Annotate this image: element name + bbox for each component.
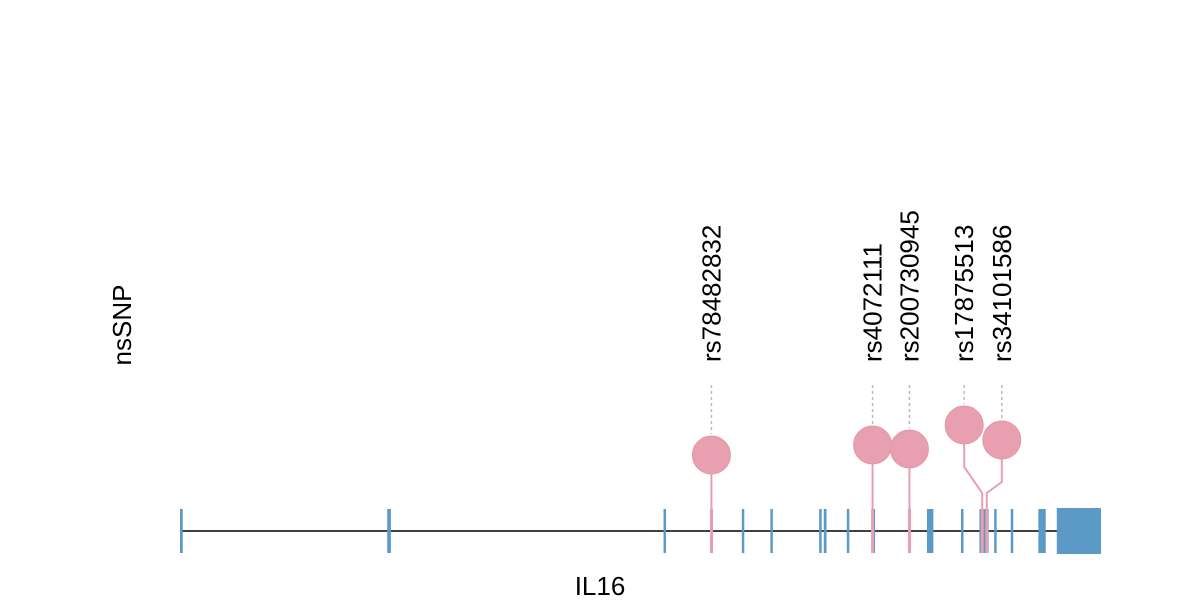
snp-head	[982, 420, 1022, 460]
exon-2	[387, 509, 391, 553]
snp-exon-mark	[980, 509, 984, 553]
exon-1	[180, 509, 183, 553]
snp-stem	[963, 444, 984, 509]
snp-head	[853, 425, 893, 465]
snp-exon-mark	[871, 509, 875, 553]
exon-5	[741, 509, 745, 553]
snp-rs200730945: rs200730945	[889, 210, 929, 553]
snp-label: rs78482832	[696, 225, 726, 362]
snp-head	[944, 405, 984, 445]
snp-rs17875513: rs17875513	[944, 225, 984, 553]
snp-head	[691, 435, 731, 475]
snp-track: rs78482832 rs4072111 rs200730945 rs17875513…	[691, 210, 1022, 553]
snp-rs78482832: rs78482832	[691, 225, 731, 553]
exon-16	[1010, 509, 1014, 553]
exon-17	[1038, 509, 1046, 553]
snp-label: rs17875513	[949, 225, 979, 362]
gene-label: IL16	[575, 571, 626, 600]
snp-stem	[985, 459, 1003, 509]
exon-15	[994, 509, 997, 553]
exon-13	[961, 509, 964, 553]
exon-18	[1056, 508, 1101, 554]
track-label: nsSNP	[107, 285, 137, 366]
snp-label: rs200730945	[894, 210, 924, 362]
snp-label: rs4072111	[858, 243, 888, 362]
exon-6	[770, 509, 773, 553]
snp-exon-mark	[709, 509, 713, 553]
exon-7	[819, 509, 822, 553]
exon-12	[926, 509, 934, 553]
snp-exon-mark	[985, 509, 989, 553]
snp-rs34101586: rs34101586	[982, 225, 1022, 553]
snp-head	[889, 429, 929, 469]
snp-rs4072111: rs4072111	[853, 243, 893, 553]
exon-3	[663, 509, 667, 553]
gene-track	[180, 508, 1101, 554]
exon-14	[979, 509, 989, 553]
snp-label: rs34101586	[987, 225, 1017, 362]
snp-exon-mark	[907, 509, 911, 553]
exon-8	[823, 509, 827, 553]
exon-9	[846, 509, 850, 553]
